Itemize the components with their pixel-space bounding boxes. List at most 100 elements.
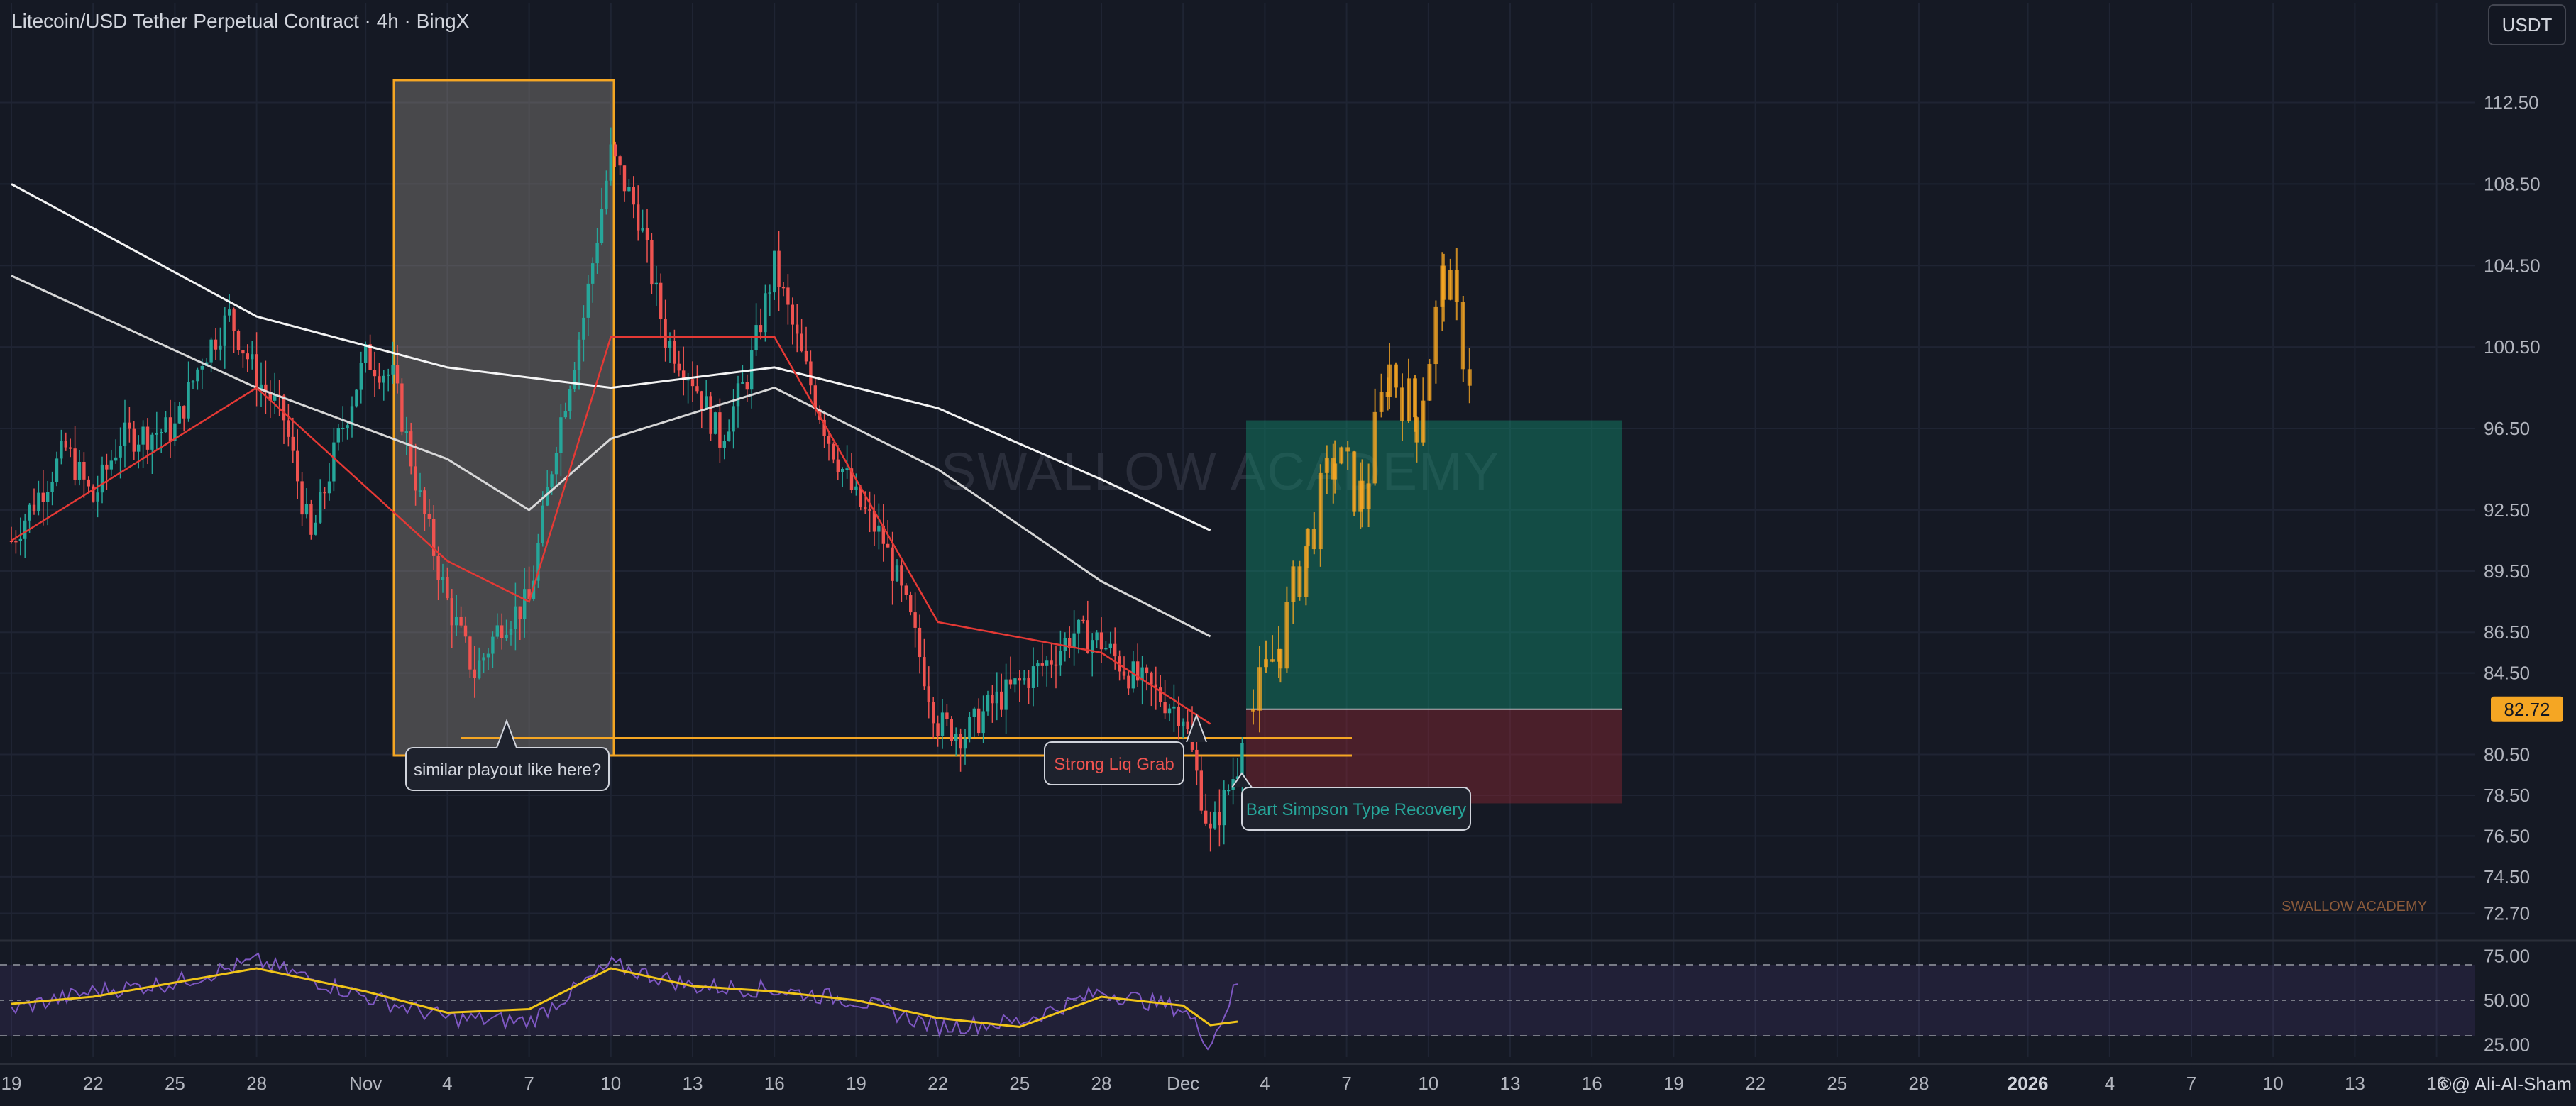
candle-body	[336, 428, 340, 443]
projection-candle	[1352, 451, 1357, 512]
candle-body	[904, 585, 908, 595]
candle-body	[845, 468, 849, 470]
candle-body	[436, 555, 440, 580]
candle-body	[664, 319, 667, 348]
candle-body	[1113, 643, 1117, 657]
candle-body	[500, 625, 504, 638]
candle-body	[1031, 666, 1035, 688]
price-axis-label: 108.50	[2484, 173, 2541, 194]
candle-body	[14, 541, 18, 543]
price-axis-label: 96.50	[2484, 418, 2530, 439]
candle-body	[1218, 812, 1221, 826]
candle-body	[150, 434, 154, 450]
candle-body	[514, 606, 517, 629]
candle-body	[382, 375, 385, 383]
candle-body	[432, 519, 436, 556]
candle-body	[759, 325, 763, 333]
recovery-callout-box	[1241, 787, 1471, 831]
candle-body	[187, 382, 190, 419]
candle-body	[991, 695, 994, 704]
highlight-box	[392, 79, 615, 757]
candle-body	[605, 180, 608, 209]
projection-candle	[1304, 546, 1309, 597]
candle-body	[796, 324, 799, 334]
candle-body	[527, 589, 531, 599]
candle-body	[559, 417, 563, 453]
current-price-tag	[2491, 696, 2563, 722]
candle-body	[977, 708, 981, 734]
candle-body	[968, 717, 971, 739]
candle-body	[468, 636, 472, 670]
candle-body	[637, 204, 640, 231]
candle-body	[1159, 687, 1162, 702]
candle-body	[232, 309, 236, 331]
candle-body	[563, 411, 567, 418]
candle-body	[160, 432, 163, 434]
candle-body	[864, 507, 867, 509]
candle-body	[813, 385, 817, 410]
candle-body	[123, 422, 127, 446]
candle-body	[800, 333, 803, 351]
candle-body	[251, 354, 254, 360]
time-axis-label: 22	[83, 1073, 104, 1094]
candle-body	[427, 514, 431, 519]
candle-body	[986, 695, 990, 712]
candle-body	[1104, 648, 1108, 650]
candle-body	[82, 461, 86, 480]
candle-body	[1054, 664, 1058, 666]
candle-body	[259, 384, 263, 390]
projection-candle	[1333, 463, 1338, 480]
time-axis-label: 7	[2186, 1073, 2196, 1094]
projection-candle	[1421, 400, 1426, 443]
candle-body	[191, 381, 195, 383]
projection-candle	[1305, 529, 1310, 547]
time-axis-label: 4	[2105, 1073, 2115, 1094]
candle-body	[781, 287, 786, 289]
candle-body	[686, 379, 690, 381]
candle-body	[1163, 702, 1167, 714]
candle-body	[200, 365, 204, 370]
candle-body	[441, 577, 445, 580]
price-axis-label: 76.50	[2484, 825, 2530, 846]
projection-candle	[1311, 529, 1316, 550]
candle-body	[304, 504, 309, 515]
candle-body	[849, 468, 854, 490]
candle-body	[1167, 708, 1172, 714]
candle-body	[291, 436, 295, 451]
candle-body	[654, 282, 658, 285]
candle-body	[909, 595, 913, 613]
candle-body	[273, 395, 277, 401]
candle-body	[209, 339, 213, 363]
candle-body	[1172, 706, 1176, 709]
projection-candle	[1433, 306, 1438, 365]
time-axis-label: 19	[1663, 1073, 1684, 1094]
candle-body	[981, 711, 985, 734]
price-axis-label: 112.50	[2484, 92, 2539, 114]
projection-candle	[1441, 265, 1446, 300]
candle-body	[41, 492, 45, 502]
candle-body	[228, 309, 231, 316]
candle-body	[314, 522, 317, 535]
currency-button[interactable]: USDT	[2488, 4, 2566, 45]
candle-body	[164, 417, 167, 433]
candle-body	[677, 363, 681, 371]
candle-body	[718, 412, 722, 448]
projection-candle	[1448, 270, 1453, 300]
candle-body	[659, 282, 663, 320]
time-axis-label: 2026	[2008, 1073, 2049, 1094]
candle-body	[877, 525, 881, 532]
time-axis-label: 19	[846, 1073, 866, 1094]
projection-candle	[1339, 447, 1344, 464]
candle-body	[768, 292, 771, 294]
candle-body	[296, 450, 299, 482]
time-axis-label: 25	[1009, 1073, 1030, 1094]
candle-body	[627, 187, 631, 192]
rsi-ma-line	[11, 967, 1238, 1029]
candle-body	[804, 350, 808, 362]
projection-candle	[1394, 364, 1398, 388]
price-axis-label: 84.50	[2484, 663, 2530, 684]
candle-body	[128, 422, 131, 429]
time-axis-label: 22	[1745, 1073, 1766, 1094]
